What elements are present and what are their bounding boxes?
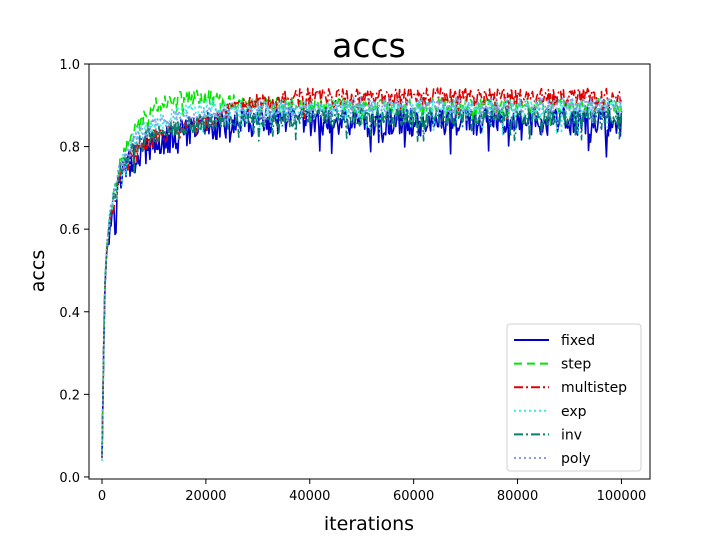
legend-label-multistep: multistep <box>561 380 627 396</box>
x-tick-label: 20000 <box>185 489 226 504</box>
ticks-layer: 0 20000 40000 60000 80000 100000 0.0 0.2 0.4 0.6 0… <box>59 58 646 504</box>
legend-box <box>506 323 642 472</box>
x-tick-label: 100000 <box>597 489 647 504</box>
y-tick-label: 0.0 <box>59 471 80 486</box>
x-tick-label: 60000 <box>393 489 434 504</box>
series-line-inv <box>101 107 623 457</box>
series-line-step <box>101 89 623 458</box>
legend-label-fixed: fixed <box>561 333 595 349</box>
legend-label-step: step <box>561 357 591 373</box>
x-tick-label: 80000 <box>497 489 538 504</box>
watermark-text: 知乎 @龙鹏-言有三 <box>512 505 668 526</box>
chart-title: accs <box>332 26 406 65</box>
series-layer <box>101 87 623 462</box>
watermark-url: https://blog.csdn.net/Donna <box>530 522 684 535</box>
legend-label-exp: exp <box>561 404 587 420</box>
legend-label-poly: poly <box>561 451 591 467</box>
y-axis-label: accs <box>27 250 49 292</box>
series-line-poly <box>101 96 623 457</box>
legend: fixed step multistep exp inv poly <box>506 323 642 472</box>
y-tick-label: 0.2 <box>59 388 80 403</box>
y-tick-label: 0.6 <box>59 223 80 238</box>
series-line-multistep <box>101 87 623 458</box>
y-tick-label: 0.8 <box>59 141 80 156</box>
x-tick-label: 0 <box>98 489 106 504</box>
x-tick-label: 40000 <box>289 489 330 504</box>
x-axis-label: iterations <box>324 513 414 535</box>
y-tick-label: 0.4 <box>59 306 80 321</box>
y-tick-label: 1.0 <box>59 58 80 73</box>
legend-label-inv: inv <box>561 427 582 443</box>
